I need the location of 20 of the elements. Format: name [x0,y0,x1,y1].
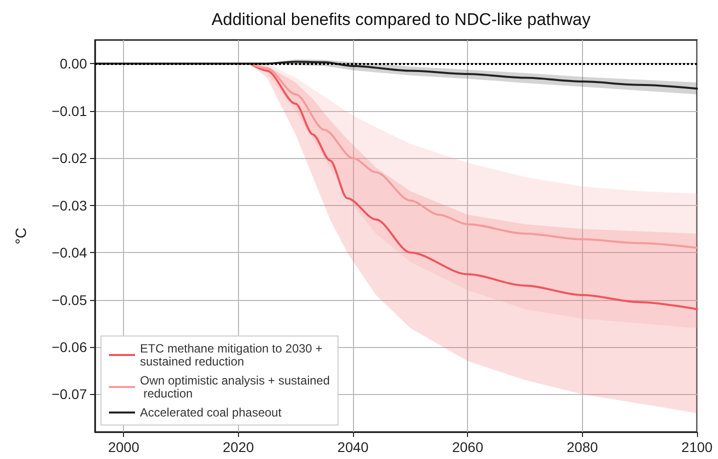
x-tick-label: 2060 [452,439,484,455]
line-series [248,62,698,249]
y-tick-label: −0.03 [52,197,88,214]
x-tick-label: 2000 [108,439,140,455]
y-tick-label: 0.00 [60,56,88,72]
legend-label: ETC methane mitigation to 2030 + sustained reduction [140,342,326,368]
x-tick-label: 2080 [566,439,598,455]
y-tick-label: −0.05 [52,292,88,308]
y-tick-label: −0.07 [52,386,88,402]
legend-label: Own optimistic analysis + sustained reduction [140,374,330,400]
legend-label: Accelerated coal phaseout [140,406,282,420]
x-tick-label: 2040 [337,439,369,455]
y-tick-label: −0.06 [52,338,88,355]
y-tick-label: −0.02 [52,150,88,166]
y-tick-label: −0.04 [52,244,88,261]
y-axis-title: °C [13,227,30,244]
y-tick-label: −0.01 [52,102,88,119]
chart-title: Additional benefits compared to NDC-like pathway [212,10,591,29]
x-tick-label: 2020 [222,439,254,455]
x-tick-label: 2100 [681,439,713,455]
